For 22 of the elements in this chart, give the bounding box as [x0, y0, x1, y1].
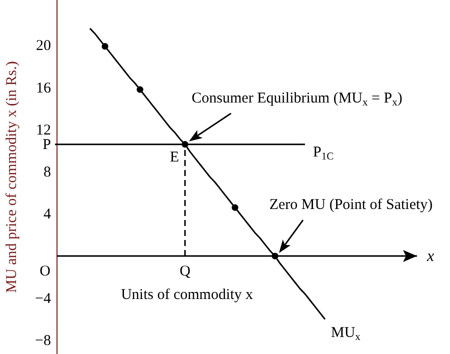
annotation: E [170, 149, 179, 166]
x-tick-label: O [40, 264, 51, 280]
y-tick-label: 4 [44, 206, 52, 223]
y-tick-label: −4 [35, 290, 52, 307]
annotation: Zero MU (Point of Satiety) [269, 197, 433, 214]
y-axis-title: MU and price of commodity x (in Rs.) [4, 61, 20, 293]
point [136, 86, 144, 93]
series-label: P$_{1C}$ [313, 144, 334, 163]
y-tick-label: 20 [36, 38, 51, 54]
point [232, 204, 238, 211]
y-tick-label: 8 [44, 164, 51, 181]
x-axis-title: Units of commodity x [120, 287, 254, 304]
y-tick-label: 16 [36, 80, 52, 96]
point [102, 43, 108, 50]
y-tick-label: 12 [36, 122, 51, 138]
y-tick-label: −8 [35, 333, 51, 350]
series-label: MU$_{x}$ [331, 325, 362, 344]
text: x [426, 248, 434, 266]
x-tick-label: Q [180, 264, 191, 280]
point [272, 252, 278, 260]
annotation: Consumer Equilibrium (MU$_{x}$ = P$_{x}$) [192, 90, 402, 109]
y-tick-label: P [42, 137, 51, 154]
